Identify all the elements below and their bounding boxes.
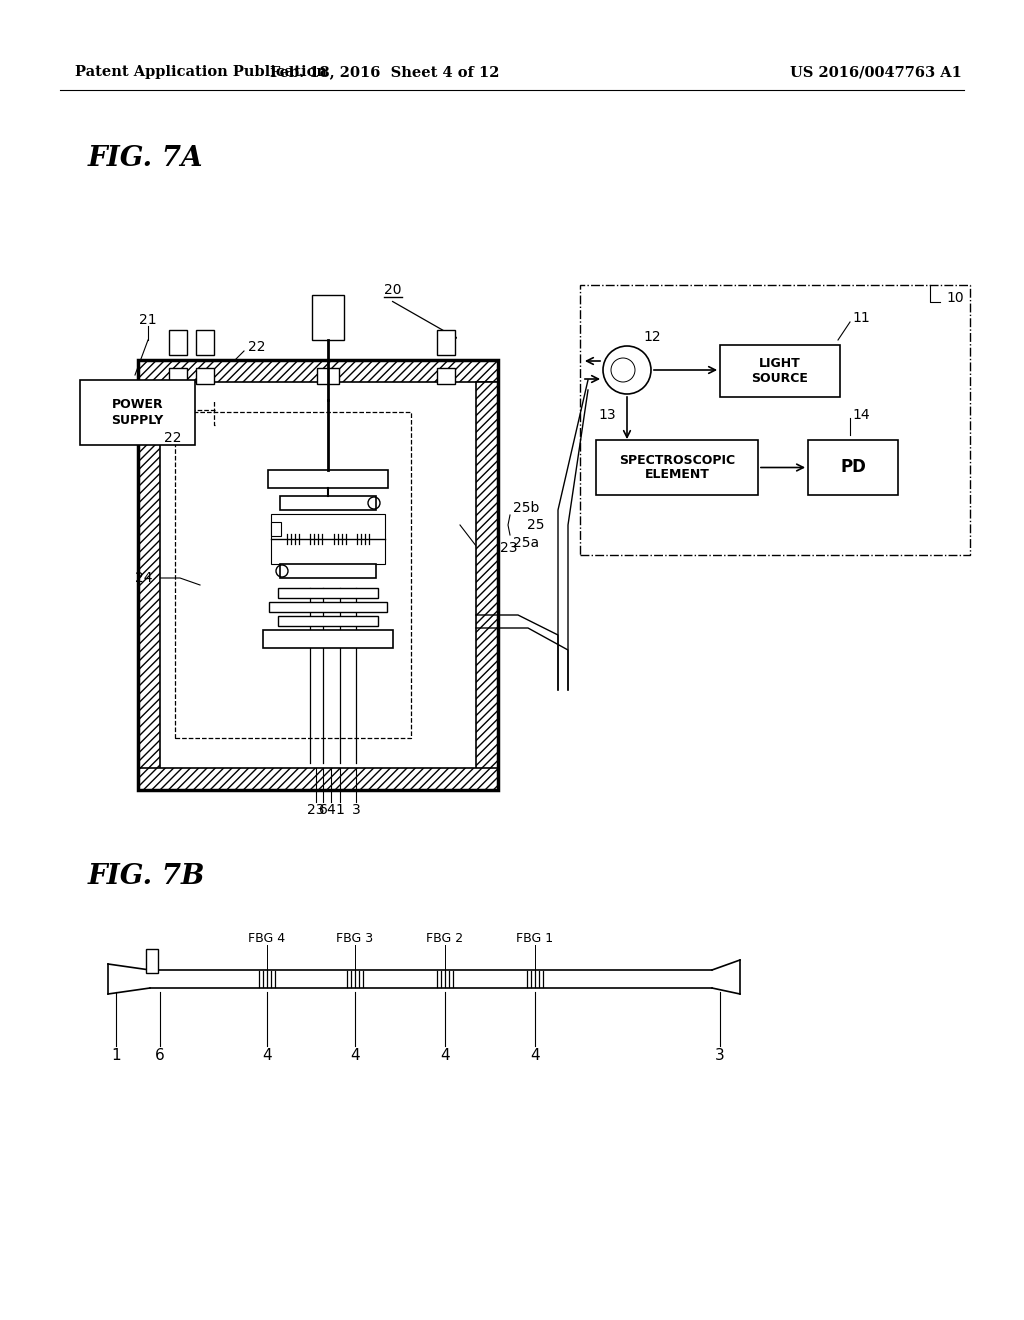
Bar <box>138 360 498 381</box>
Text: US 2016/0047763 A1: US 2016/0047763 A1 <box>790 65 962 79</box>
Text: 1: 1 <box>112 1048 121 1063</box>
Bar <box>160 381 476 768</box>
Bar <box>280 564 376 578</box>
Bar <box>271 513 385 564</box>
Text: 3: 3 <box>351 803 360 817</box>
Bar <box>808 440 898 495</box>
Bar <box>80 380 195 445</box>
Text: 13: 13 <box>598 408 615 422</box>
Text: POWER
SUPPLY: POWER SUPPLY <box>112 399 164 426</box>
Text: FBG 4: FBG 4 <box>249 932 286 945</box>
Bar <box>138 768 498 789</box>
Text: 24: 24 <box>134 572 152 585</box>
Bar <box>268 470 388 488</box>
Bar <box>169 330 187 355</box>
Text: 4: 4 <box>350 1048 359 1063</box>
Bar <box>263 630 393 648</box>
Text: 4: 4 <box>440 1048 450 1063</box>
Text: FIG. 7A: FIG. 7A <box>88 144 204 172</box>
Bar <box>278 616 378 626</box>
Text: FBG 3: FBG 3 <box>337 932 374 945</box>
Text: 23: 23 <box>500 541 517 554</box>
Text: 25b: 25b <box>513 502 540 515</box>
Text: SPECTROSCOPIC
ELEMENT: SPECTROSCOPIC ELEMENT <box>618 454 735 482</box>
Bar <box>720 345 840 397</box>
Text: 12: 12 <box>643 330 660 345</box>
Text: 6: 6 <box>155 1048 165 1063</box>
Bar <box>437 368 455 384</box>
Text: 4: 4 <box>262 1048 271 1063</box>
Bar <box>169 368 187 384</box>
Bar <box>317 368 339 384</box>
Text: 22: 22 <box>248 341 265 354</box>
Bar <box>271 521 281 536</box>
Text: FBG 2: FBG 2 <box>426 932 464 945</box>
Bar <box>138 381 160 789</box>
Text: 25: 25 <box>527 517 545 532</box>
Bar <box>476 381 498 789</box>
Text: 23: 23 <box>307 803 325 817</box>
Text: Patent Application Publication: Patent Application Publication <box>75 65 327 79</box>
Text: 22: 22 <box>164 432 181 445</box>
Text: 4: 4 <box>327 803 336 817</box>
Text: 11: 11 <box>852 312 869 325</box>
Bar <box>437 330 455 355</box>
Text: 25a: 25a <box>513 536 539 550</box>
Text: Feb. 18, 2016  Sheet 4 of 12: Feb. 18, 2016 Sheet 4 of 12 <box>270 65 500 79</box>
Text: 1: 1 <box>336 803 344 817</box>
Bar <box>146 949 158 973</box>
Bar <box>580 285 970 554</box>
Text: FIG. 7B: FIG. 7B <box>88 862 206 890</box>
Text: 6: 6 <box>318 803 328 817</box>
Text: 14: 14 <box>852 408 869 422</box>
Text: LIGHT
SOURCE: LIGHT SOURCE <box>752 356 808 385</box>
Bar <box>175 412 411 738</box>
Bar <box>312 294 344 341</box>
Bar <box>278 587 378 598</box>
Bar <box>196 368 214 384</box>
Text: 10: 10 <box>946 290 964 305</box>
Bar <box>269 602 387 612</box>
Text: PD: PD <box>840 458 866 477</box>
Bar <box>596 440 758 495</box>
Text: 21: 21 <box>139 313 157 327</box>
Bar <box>138 360 498 789</box>
Text: 20: 20 <box>384 282 401 297</box>
Text: 3: 3 <box>715 1048 725 1063</box>
Text: FBG 1: FBG 1 <box>516 932 554 945</box>
Text: 4: 4 <box>530 1048 540 1063</box>
Bar <box>196 330 214 355</box>
Bar <box>280 496 376 510</box>
